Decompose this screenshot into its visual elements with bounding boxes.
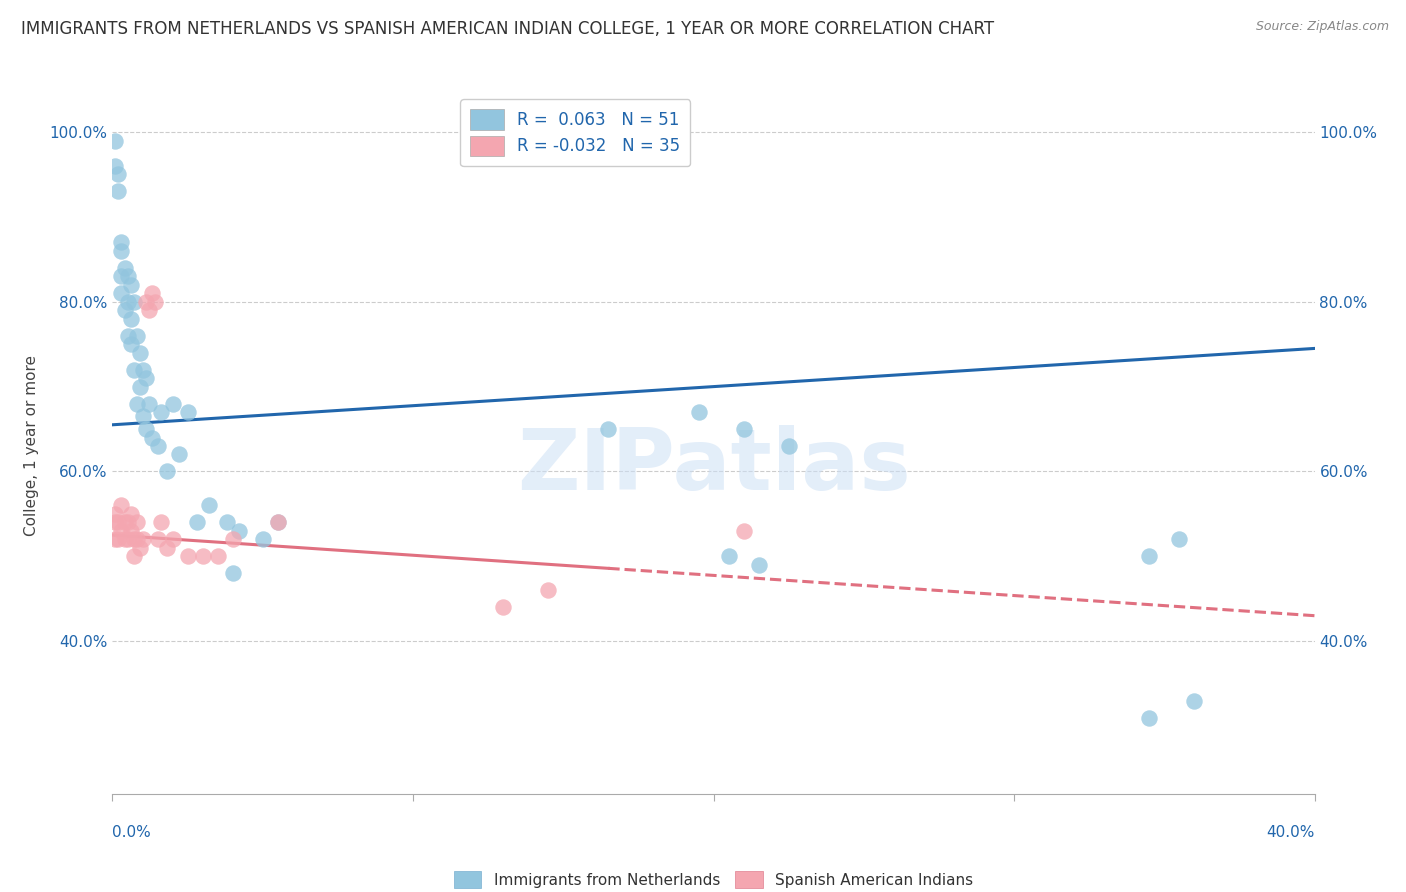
Point bbox=[267, 516, 290, 530]
Text: 0.0%: 0.0% bbox=[112, 825, 152, 840]
Point bbox=[114, 533, 136, 547]
Text: ZIPatlas: ZIPatlas bbox=[516, 425, 911, 508]
Point bbox=[120, 337, 142, 351]
Point bbox=[162, 533, 184, 547]
Point bbox=[110, 499, 132, 513]
Point bbox=[117, 294, 139, 309]
Point bbox=[149, 516, 172, 530]
Point bbox=[748, 558, 770, 572]
Point bbox=[125, 328, 148, 343]
Point bbox=[222, 533, 245, 547]
Point bbox=[110, 235, 132, 250]
Text: IMMIGRANTS FROM NETHERLANDS VS SPANISH AMERICAN INDIAN COLLEGE, 1 YEAR OR MORE C: IMMIGRANTS FROM NETHERLANDS VS SPANISH A… bbox=[21, 20, 994, 37]
Point bbox=[135, 294, 157, 309]
Point bbox=[120, 524, 142, 538]
Point bbox=[110, 269, 132, 284]
Point bbox=[191, 549, 214, 564]
Point bbox=[141, 430, 163, 444]
Point bbox=[110, 244, 132, 258]
Point bbox=[1168, 533, 1191, 547]
Point bbox=[104, 533, 127, 547]
Point bbox=[1137, 549, 1160, 564]
Point bbox=[104, 134, 127, 148]
Point bbox=[122, 362, 145, 376]
Point bbox=[110, 524, 132, 538]
Point bbox=[125, 516, 148, 530]
Point bbox=[128, 379, 150, 393]
Point bbox=[717, 549, 740, 564]
Point bbox=[107, 516, 129, 530]
Point bbox=[215, 516, 238, 530]
Text: Source: ZipAtlas.com: Source: ZipAtlas.com bbox=[1256, 20, 1389, 33]
Legend: Immigrants from Netherlands, Spanish American Indians: Immigrants from Netherlands, Spanish Ame… bbox=[449, 865, 979, 892]
Point bbox=[131, 533, 153, 547]
Point bbox=[114, 260, 136, 275]
Point bbox=[120, 277, 142, 292]
Point bbox=[146, 533, 169, 547]
Point bbox=[131, 409, 153, 424]
Point bbox=[104, 516, 127, 530]
Point bbox=[1137, 710, 1160, 724]
Point bbox=[117, 516, 139, 530]
Text: 40.0%: 40.0% bbox=[1267, 825, 1315, 840]
Point bbox=[598, 422, 620, 436]
Point bbox=[104, 507, 127, 521]
Point bbox=[155, 465, 177, 479]
Point bbox=[131, 362, 153, 376]
Point bbox=[1184, 693, 1206, 707]
Point bbox=[110, 286, 132, 301]
Point bbox=[167, 448, 190, 462]
Point bbox=[733, 524, 755, 538]
Point bbox=[117, 533, 139, 547]
Point bbox=[122, 533, 145, 547]
Point bbox=[228, 524, 250, 538]
Point bbox=[135, 371, 157, 385]
Point bbox=[222, 566, 245, 581]
Point bbox=[537, 583, 560, 598]
Point bbox=[252, 533, 274, 547]
Point bbox=[492, 600, 515, 615]
Point bbox=[104, 159, 127, 173]
Point bbox=[107, 168, 129, 182]
Point bbox=[120, 507, 142, 521]
Point bbox=[114, 303, 136, 318]
Point bbox=[778, 439, 800, 453]
Point bbox=[688, 405, 710, 419]
Point bbox=[149, 405, 172, 419]
Point bbox=[125, 533, 148, 547]
Point bbox=[107, 533, 129, 547]
Point bbox=[207, 549, 229, 564]
Point bbox=[186, 516, 208, 530]
Point bbox=[176, 549, 198, 564]
Point bbox=[162, 396, 184, 410]
Point bbox=[138, 396, 160, 410]
Point bbox=[733, 422, 755, 436]
Point bbox=[141, 286, 163, 301]
Point bbox=[122, 294, 145, 309]
Point bbox=[120, 311, 142, 326]
Point bbox=[128, 345, 150, 359]
Point bbox=[143, 294, 166, 309]
Point bbox=[117, 269, 139, 284]
Point bbox=[128, 541, 150, 555]
Point bbox=[107, 185, 129, 199]
Point bbox=[135, 422, 157, 436]
Point bbox=[138, 303, 160, 318]
Point bbox=[146, 439, 169, 453]
Y-axis label: College, 1 year or more: College, 1 year or more bbox=[24, 356, 38, 536]
Point bbox=[267, 516, 290, 530]
Point bbox=[197, 499, 219, 513]
Point bbox=[114, 516, 136, 530]
Point bbox=[117, 328, 139, 343]
Point bbox=[155, 541, 177, 555]
Point bbox=[122, 549, 145, 564]
Point bbox=[176, 405, 198, 419]
Point bbox=[125, 396, 148, 410]
